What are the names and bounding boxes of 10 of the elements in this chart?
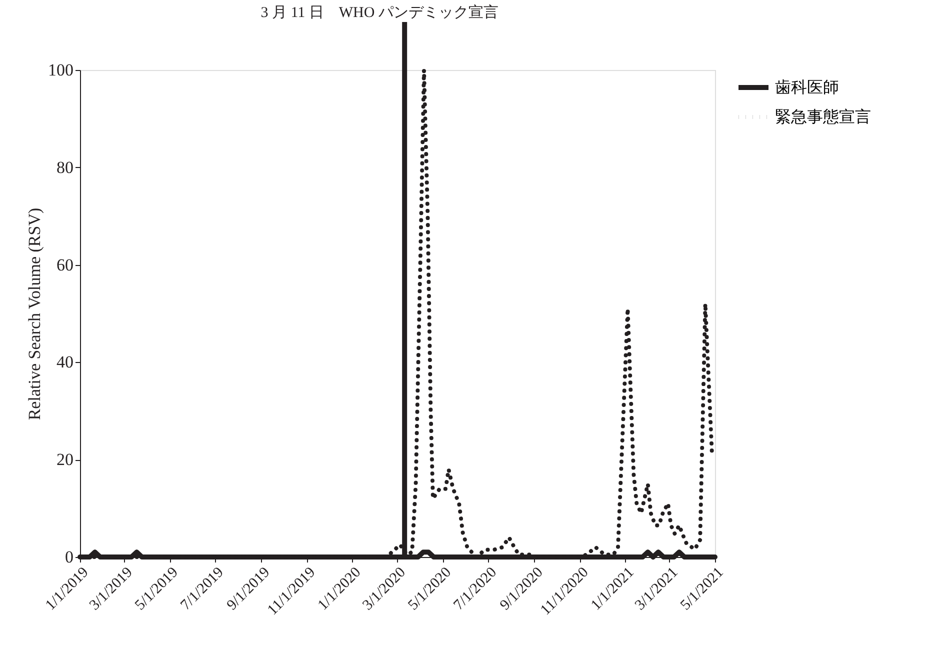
y-tick-label: 100 bbox=[48, 60, 74, 80]
y-axis-title: Relative Search Volume (RSV) bbox=[25, 208, 44, 420]
ref-line-label: 3 月 11 日 WHO パンデミック宣言 bbox=[260, 4, 498, 21]
y-tick-label: 80 bbox=[56, 158, 74, 177]
y-tick-label: 60 bbox=[56, 255, 74, 274]
y-tick-label: 20 bbox=[56, 450, 74, 470]
legend-label: 歯科医師 bbox=[775, 78, 839, 96]
y-tick-label: 40 bbox=[56, 352, 74, 372]
legend-label: 緊急事態宣言 bbox=[775, 108, 871, 126]
y-tick-label: 0 bbox=[65, 548, 74, 566]
